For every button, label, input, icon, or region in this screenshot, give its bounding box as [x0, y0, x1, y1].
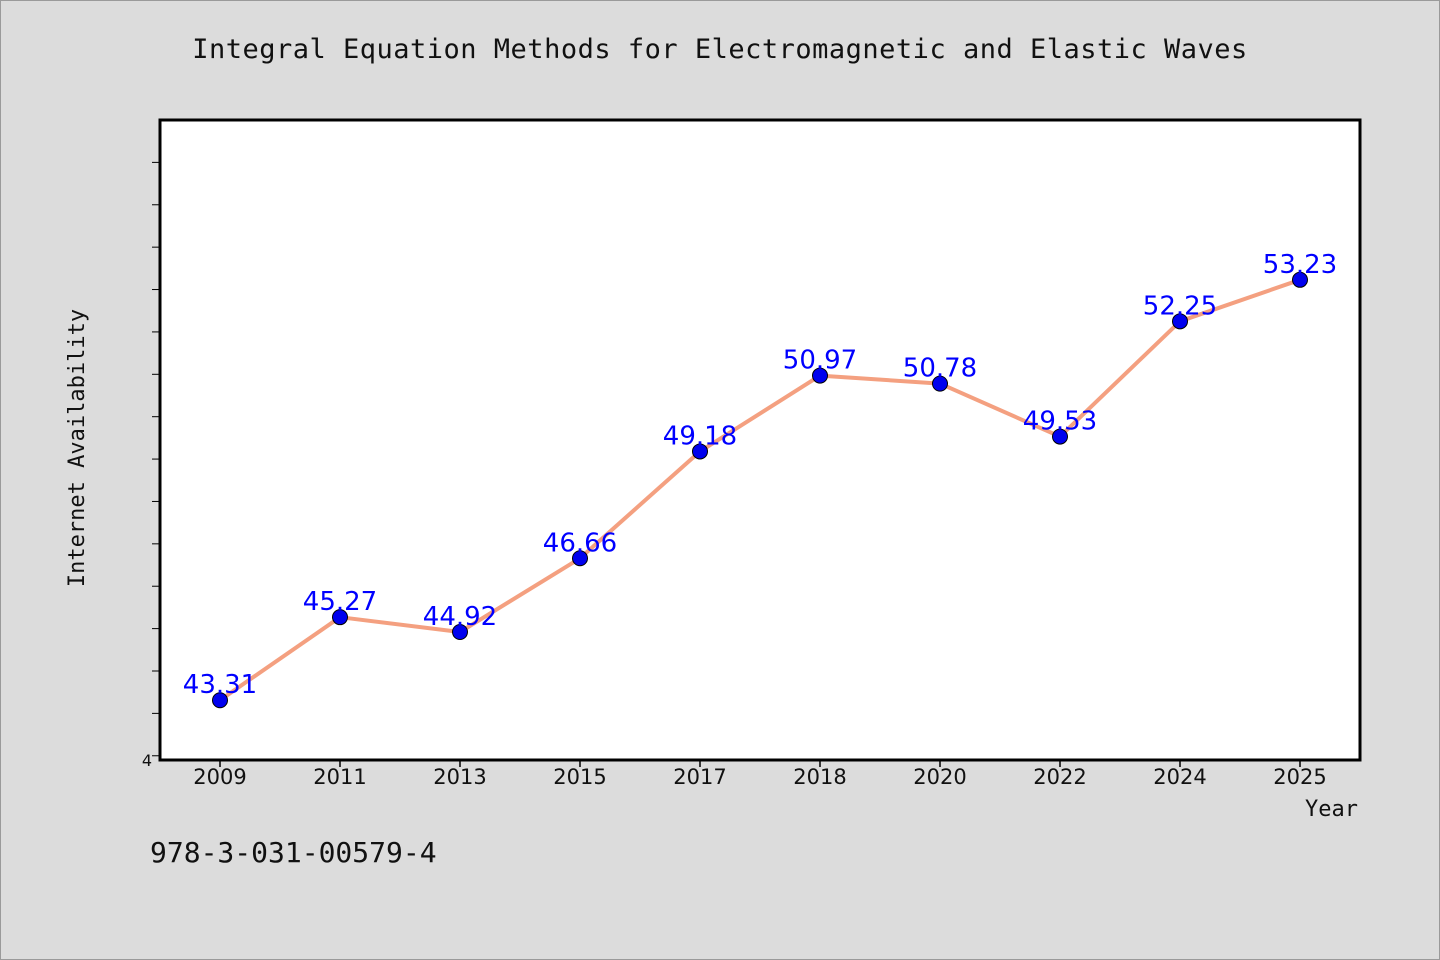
series-line: [218, 277, 1302, 703]
chart-title: Integral Equation Methods for Electromag…: [192, 34, 1248, 65]
data-point: [932, 375, 948, 392]
data-point: [1052, 428, 1068, 445]
data-point: [452, 624, 468, 640]
data-label: 43.31: [183, 670, 257, 700]
data-point: [1172, 313, 1188, 330]
data-label: 44.92: [423, 602, 497, 632]
y-tick-label: 4: [142, 751, 152, 770]
x-tick-label: 2015: [553, 765, 606, 789]
x-axis-label: Year: [1305, 797, 1358, 822]
x-tick-label: 2017: [673, 765, 726, 789]
x-tick-label: 2020: [913, 765, 966, 789]
data-label: 49.53: [1023, 407, 1097, 437]
data-point: [692, 443, 708, 460]
data-label: 45.27: [303, 587, 377, 617]
x-tick-label: 2013: [433, 765, 486, 789]
plot-area: [158, 118, 1362, 762]
x-tick-label: 2022: [1033, 765, 1086, 789]
x-tick-label: 2024: [1153, 765, 1206, 789]
data-point: [1292, 271, 1308, 288]
x-tick-label: 2025: [1273, 765, 1326, 789]
data-label: 50.78: [903, 354, 977, 384]
data-label: 46.66: [543, 528, 617, 558]
x-tick-label: 2018: [793, 765, 846, 789]
data-point: [212, 692, 228, 709]
data-point: [812, 367, 828, 384]
data-point: [332, 609, 348, 626]
data-label: 49.18: [663, 421, 737, 451]
isbn-text: 978-3-031-00579-4: [150, 836, 437, 869]
x-tick-label: 2009: [193, 765, 246, 789]
data-label: 52.25: [1143, 291, 1217, 321]
data-label: 53.23: [1263, 250, 1337, 280]
data-label: 50.97: [783, 346, 857, 376]
data-point: [572, 550, 588, 567]
x-tick-label: 2011: [313, 765, 366, 789]
y-axis-label: Internet Availability: [65, 309, 90, 587]
